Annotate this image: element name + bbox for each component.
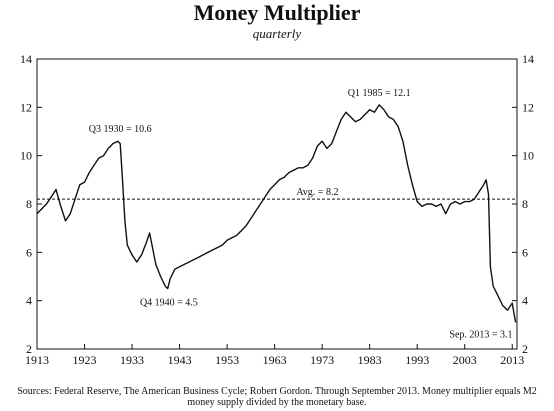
y-tick-label: 10 <box>522 149 534 163</box>
x-tick-label: 1913 <box>25 353 49 367</box>
x-tick-label: 1953 <box>215 353 239 367</box>
x-tick-label: 1923 <box>73 353 97 367</box>
source-note: Sources: Federal Reserve, The American B… <box>17 386 537 408</box>
y-tick-label: 8 <box>522 197 528 211</box>
y-tick-label: 10 <box>20 149 32 163</box>
x-tick-label: 1933 <box>120 353 144 367</box>
series-line <box>36 104 517 323</box>
annotation-label: Q4 1940 = 4.5 <box>140 298 198 309</box>
x-tick-label: 1963 <box>263 353 287 367</box>
x-axis: 1913 1923 1933 1943 1953 1963 1973 1983 1993 2003… <box>25 344 524 367</box>
y-tick-label: 14 <box>522 52 534 66</box>
chart-subtitle: quarterly <box>252 26 302 41</box>
y-tick-label: 4 <box>26 294 32 308</box>
y-tick-label: 6 <box>26 245 32 259</box>
x-tick-label: 1973 <box>310 353 334 367</box>
annotation-label: Q1 1985 = 12.1 <box>348 88 411 99</box>
series-layer <box>36 104 517 323</box>
y-tick-label: 4 <box>522 294 528 308</box>
left-y-axis: 2 4 6 8 10 12 14 <box>20 52 42 356</box>
x-tick-label: 1943 <box>168 353 192 367</box>
y-tick-label: 12 <box>522 100 534 114</box>
average-reference-line: Avg. = 8.2 <box>37 187 517 200</box>
reference-line-label: Avg. = 8.2 <box>296 187 338 198</box>
annotation-label: Q3 1930 = 10.6 <box>89 124 152 135</box>
annotation-label: Sep. 2013 = 3.1 <box>449 329 512 340</box>
right-y-axis: 2 4 6 8 10 12 14 <box>512 52 534 356</box>
x-tick-label: 2013 <box>500 353 524 367</box>
y-tick-label: 6 <box>522 245 528 259</box>
chart-title: Money Multiplier <box>193 0 361 25</box>
plot-frame <box>36 58 518 350</box>
x-tick-label: 1983 <box>358 353 382 367</box>
annotation-layer: Q3 1930 = 10.6 Q4 1940 = 4.5 Q1 1985 = 12.… <box>89 88 513 340</box>
y-tick-label: 12 <box>20 100 32 114</box>
y-tick-label: 14 <box>20 52 32 66</box>
y-tick-label: 8 <box>26 197 32 211</box>
y-tick-label: 2 <box>522 342 528 356</box>
x-tick-label: 2003 <box>453 353 477 367</box>
x-tick-label: 1993 <box>405 353 429 367</box>
y-tick-label: 2 <box>26 342 32 356</box>
